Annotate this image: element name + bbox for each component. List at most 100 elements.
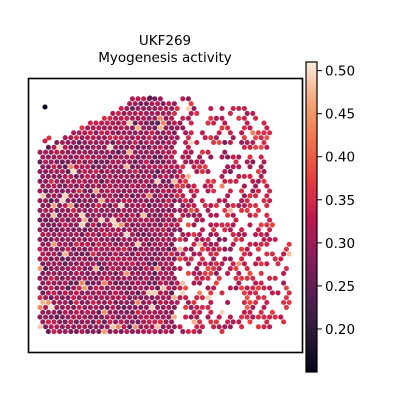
spot-point — [110, 140, 115, 145]
spot-point — [158, 125, 163, 130]
spot-point — [107, 251, 112, 256]
spot-point — [149, 159, 154, 164]
spot-point — [273, 237, 278, 242]
spot-point — [71, 227, 76, 232]
spot-point — [149, 305, 154, 310]
spot-point — [172, 218, 177, 223]
spot-point — [245, 285, 250, 290]
spot-point — [264, 300, 269, 305]
spot-point — [155, 198, 160, 203]
spot-point — [60, 208, 65, 213]
spot-point — [175, 251, 180, 256]
spot-point — [68, 271, 73, 276]
spot-point — [205, 266, 210, 271]
spot-point — [191, 242, 196, 247]
spot-point — [158, 116, 163, 121]
spot-point — [49, 218, 54, 223]
spot-point — [77, 218, 82, 223]
spot-point — [144, 130, 149, 135]
colorbar-gradient — [306, 62, 317, 372]
spot-point — [127, 285, 132, 290]
spot-point — [91, 281, 96, 286]
spot-point — [155, 188, 160, 193]
spot-point — [158, 329, 163, 334]
spot-point — [130, 319, 135, 324]
spot-point — [85, 145, 90, 150]
colorbar-tick-label: 0.20 — [325, 322, 355, 338]
spot-point — [138, 237, 143, 242]
spot-point — [107, 310, 112, 315]
spot-point — [214, 251, 219, 256]
spot-point — [231, 155, 236, 160]
spot-point — [107, 125, 112, 130]
spot-point — [149, 227, 154, 232]
spot-point — [127, 121, 132, 126]
colorbar-tick-label: 0.25 — [325, 279, 355, 295]
spot-point — [116, 237, 121, 242]
spot-point — [259, 155, 264, 160]
spot-point — [110, 285, 115, 290]
spot-point — [119, 222, 124, 227]
spot-point — [161, 218, 166, 223]
spot-point — [51, 261, 56, 266]
spot-point — [138, 324, 143, 329]
spot-point — [147, 125, 152, 130]
spot-point — [37, 218, 42, 223]
spot-point — [242, 145, 247, 150]
spot-point — [49, 276, 54, 281]
spot-point — [88, 208, 93, 213]
spot-point — [79, 281, 84, 286]
spot-point — [77, 227, 82, 232]
spot-point — [163, 232, 168, 237]
spot-point — [158, 261, 163, 266]
spot-point — [197, 319, 202, 324]
spot-point — [119, 300, 124, 305]
spot-point — [149, 198, 154, 203]
spot-point — [191, 271, 196, 276]
spot-point — [261, 159, 266, 164]
spot-point — [121, 256, 126, 261]
spot-point — [93, 305, 98, 310]
spot-point — [144, 266, 149, 271]
spot-point — [138, 227, 143, 232]
spot-point — [116, 121, 121, 126]
spot-point — [63, 203, 68, 208]
spot-point — [71, 169, 76, 174]
spot-point — [217, 315, 222, 320]
spot-point — [121, 276, 126, 281]
spot-point — [214, 222, 219, 227]
spot-point — [169, 116, 174, 121]
spot-point — [82, 140, 87, 145]
spot-point — [141, 310, 146, 315]
spot-point — [264, 222, 269, 227]
spot-point — [147, 242, 152, 247]
spot-point — [217, 276, 222, 281]
spot-point — [133, 159, 138, 164]
spot-point — [147, 310, 152, 315]
spot-point — [141, 174, 146, 179]
spot-point — [242, 290, 247, 295]
spot-point — [194, 218, 199, 223]
spot-point — [133, 169, 138, 174]
spot-point — [141, 135, 146, 140]
spot-point — [147, 251, 152, 256]
spot-point — [40, 319, 45, 324]
spot-point — [57, 193, 62, 198]
spot-point — [65, 150, 70, 155]
spot-point — [54, 218, 59, 223]
spot-point — [245, 159, 250, 164]
spot-point — [197, 290, 202, 295]
spot-point — [138, 315, 143, 320]
spot-point — [113, 242, 118, 247]
spot-point — [219, 310, 224, 315]
spot-point — [247, 300, 252, 305]
spot-point — [191, 329, 196, 334]
spot-point — [65, 188, 70, 193]
spot-point — [113, 135, 118, 140]
spot-point — [158, 300, 163, 305]
spot-point — [264, 193, 269, 198]
spot-point — [172, 227, 177, 232]
spot-point — [99, 140, 104, 145]
spot-point — [102, 242, 107, 247]
